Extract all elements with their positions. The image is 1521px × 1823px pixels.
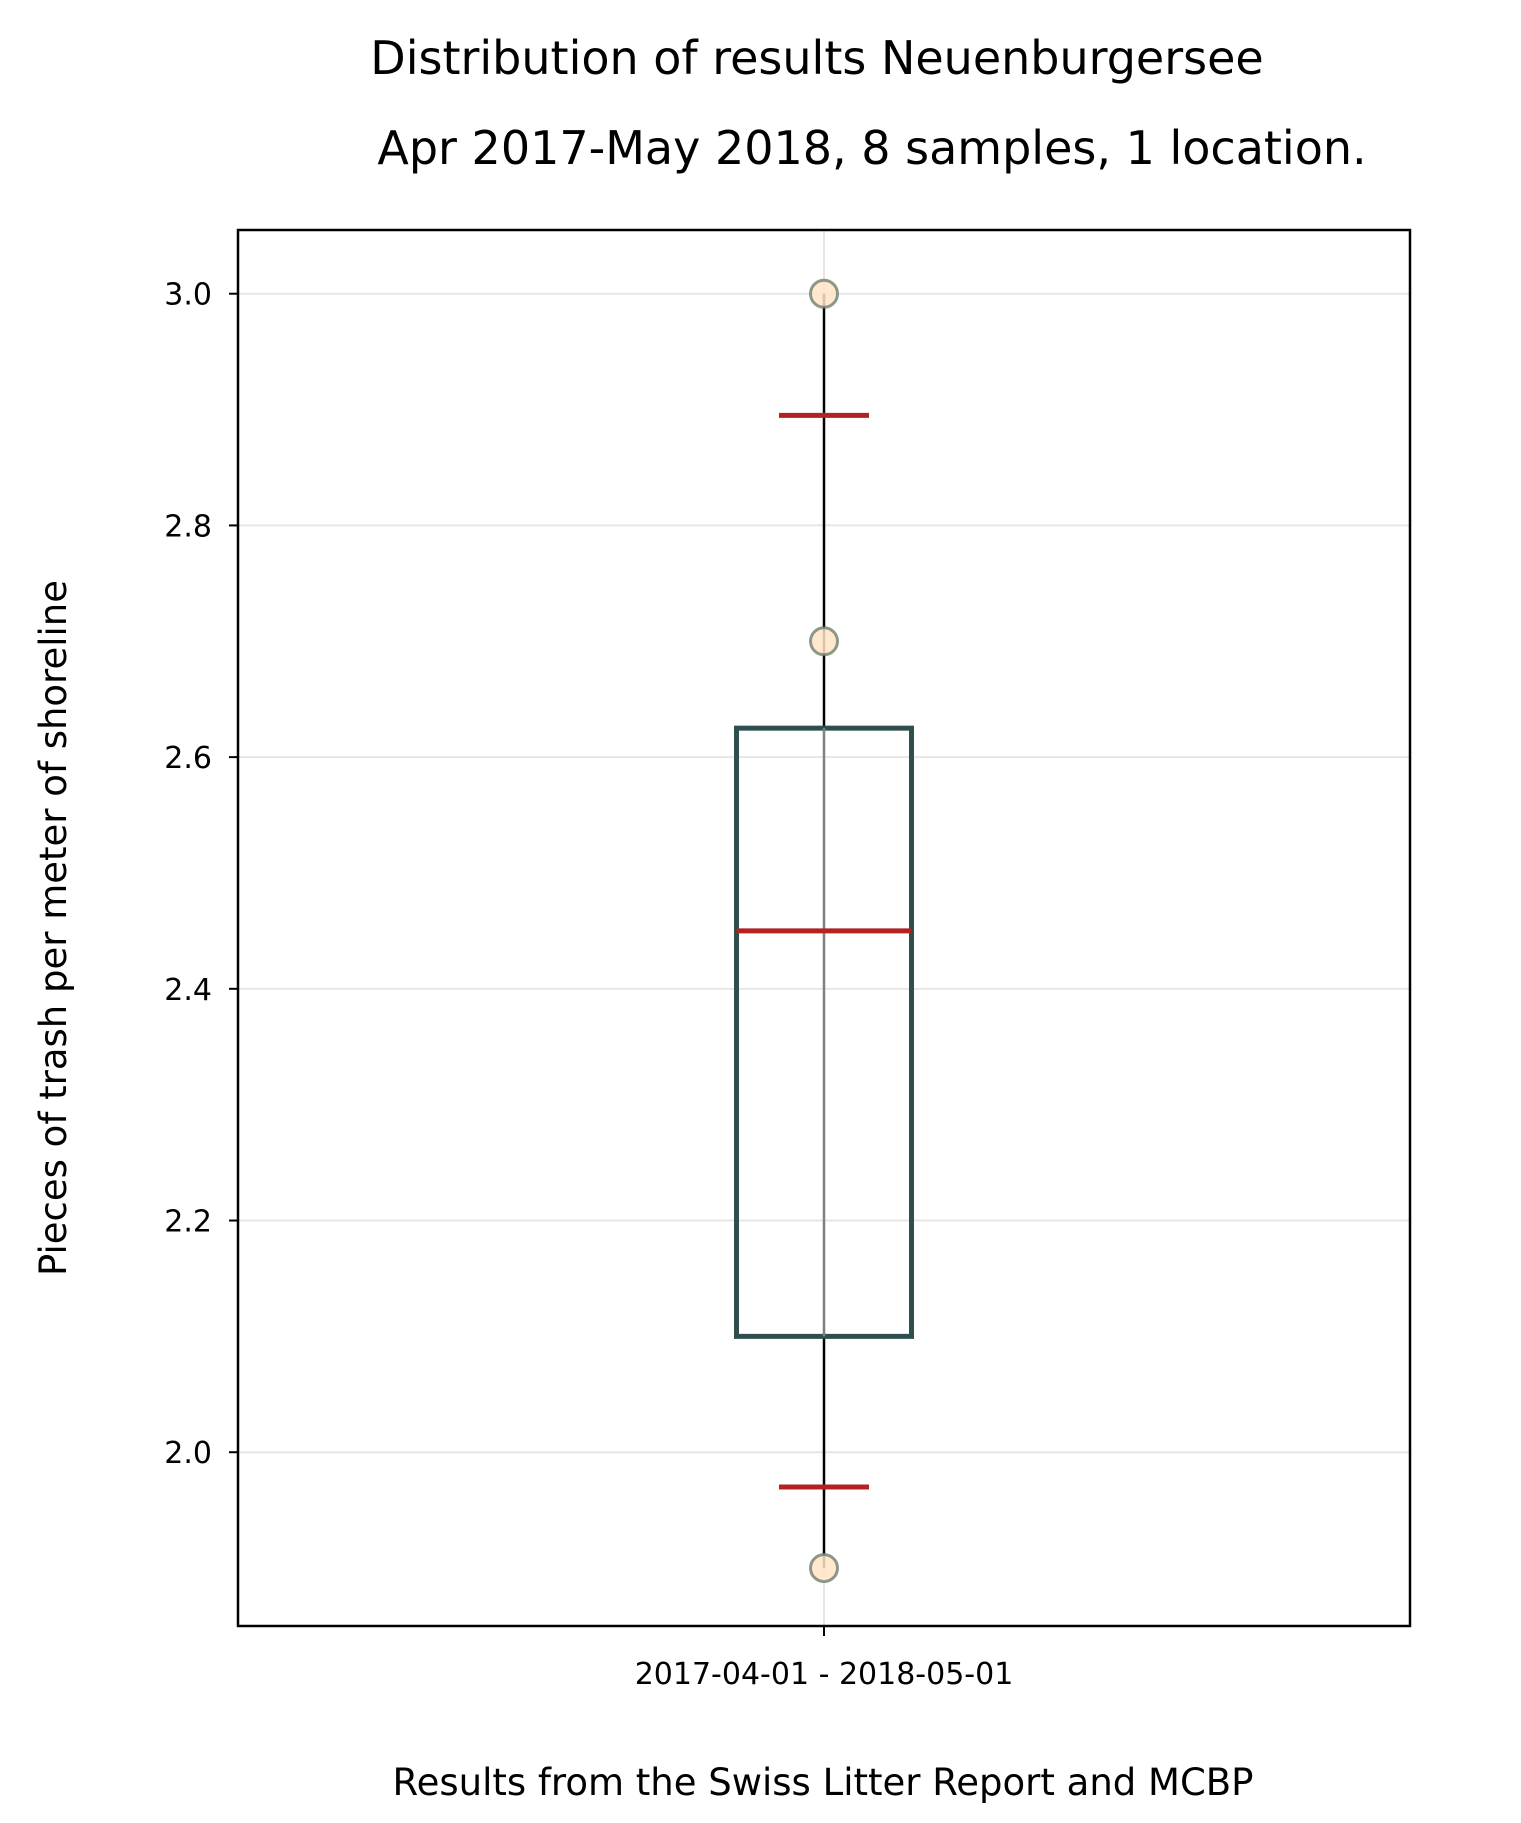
- y-tick-label: 2.6: [164, 741, 212, 776]
- data-point: [809, 1553, 839, 1584]
- box-plot: [734, 278, 914, 1584]
- y-tick-label: 2.4: [164, 973, 212, 1008]
- x-axis: 2017-04-01 - 2018-05-01: [635, 1626, 1014, 1692]
- y-axis-label: Pieces of trash per meter of shoreline: [32, 580, 75, 1276]
- chart-subtitle: Apr 2017-May 2018, 8 samples, 1 location…: [377, 121, 1366, 175]
- data-point: [809, 278, 839, 309]
- y-tick-label: 2.0: [164, 1436, 212, 1471]
- y-tick-label: 3.0: [164, 278, 212, 313]
- y-tick-label: 2.8: [164, 509, 212, 544]
- y-axis: 2.0 2.2 2.4 2.6 2.8 3.0: [164, 278, 238, 1471]
- x-tick-label: 2017-04-01 - 2018-05-01: [635, 1657, 1014, 1692]
- x-axis-label: Results from the Swiss Litter Report and…: [393, 1761, 1254, 1804]
- chart-title: Distribution of results Neuenburgersee: [370, 31, 1263, 85]
- y-tick-label: 2.2: [164, 1205, 212, 1240]
- data-point: [809, 626, 839, 657]
